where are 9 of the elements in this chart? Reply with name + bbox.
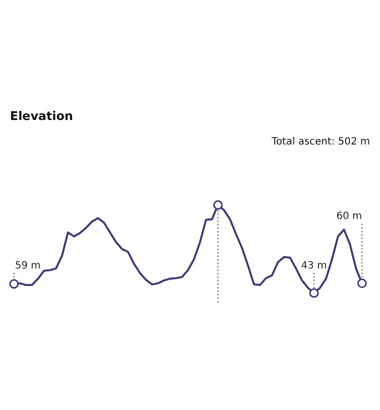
data-label: 43 m <box>301 260 327 272</box>
point <box>309 288 319 298</box>
point <box>357 278 367 288</box>
point <box>9 279 19 289</box>
data-label: 59 m <box>15 260 41 272</box>
text: Total ascent: 502 m <box>270 136 370 148</box>
data-label: 60 m <box>336 211 362 222</box>
point <box>213 200 223 210</box>
chart-title: Elevation <box>10 109 74 124</box>
